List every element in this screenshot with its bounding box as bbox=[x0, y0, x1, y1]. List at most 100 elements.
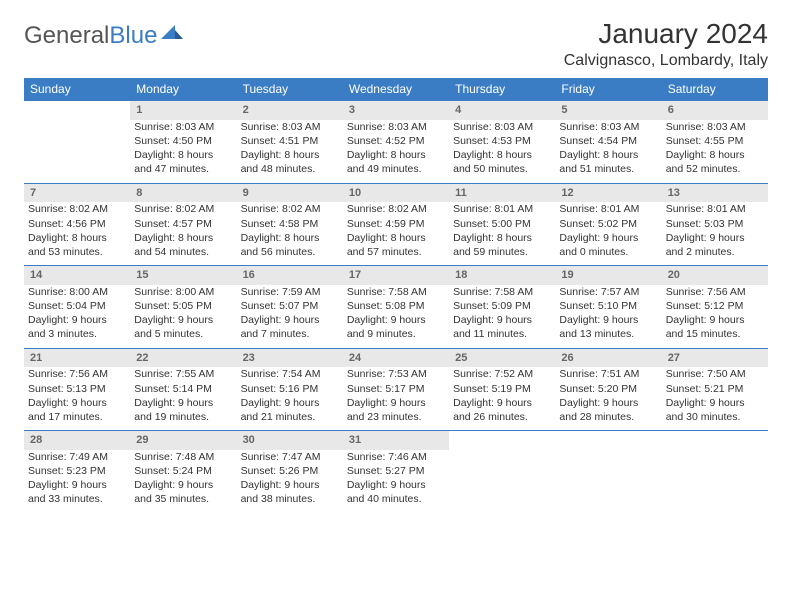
day-ss: Sunset: 5:10 PM bbox=[559, 299, 657, 313]
day-d1: Daylight: 9 hours bbox=[666, 313, 764, 327]
day-info-cell: Sunrise: 7:55 AMSunset: 5:14 PMDaylight:… bbox=[130, 367, 236, 430]
day-d1: Daylight: 9 hours bbox=[347, 396, 445, 410]
day-info-cell: Sunrise: 7:52 AMSunset: 5:19 PMDaylight:… bbox=[449, 367, 555, 430]
day-info-cell: Sunrise: 8:03 AMSunset: 4:50 PMDaylight:… bbox=[130, 120, 236, 183]
logo-part2: Blue bbox=[109, 22, 157, 49]
day-info-cell: Sunrise: 8:01 AMSunset: 5:00 PMDaylight:… bbox=[449, 202, 555, 265]
day-info-cell bbox=[662, 450, 768, 513]
day-info-cell: Sunrise: 8:01 AMSunset: 5:03 PMDaylight:… bbox=[662, 202, 768, 265]
location: Calvignasco, Lombardy, Italy bbox=[564, 52, 768, 70]
day-sr: Sunrise: 7:53 AM bbox=[347, 367, 445, 381]
day-d1: Daylight: 9 hours bbox=[666, 396, 764, 410]
calendar-table: SundayMondayTuesdayWednesdayThursdayFrid… bbox=[24, 78, 768, 513]
daynum-row: 78910111213 bbox=[24, 183, 768, 202]
day-info-cell: Sunrise: 7:48 AMSunset: 5:24 PMDaylight:… bbox=[130, 450, 236, 513]
day-d1: Daylight: 9 hours bbox=[453, 396, 551, 410]
day-sr: Sunrise: 7:46 AM bbox=[347, 450, 445, 464]
day-number-cell: 6 bbox=[662, 101, 768, 120]
day-d1: Daylight: 9 hours bbox=[453, 313, 551, 327]
day-info-cell: Sunrise: 7:50 AMSunset: 5:21 PMDaylight:… bbox=[662, 367, 768, 430]
day-d2: and 49 minutes. bbox=[347, 162, 445, 176]
day-ss: Sunset: 4:53 PM bbox=[453, 134, 551, 148]
day-number-cell: 11 bbox=[449, 183, 555, 202]
day-d1: Daylight: 8 hours bbox=[134, 148, 232, 162]
day-sr: Sunrise: 8:03 AM bbox=[241, 120, 339, 134]
day-sr: Sunrise: 7:50 AM bbox=[666, 367, 764, 381]
day-info-cell: Sunrise: 8:02 AMSunset: 4:57 PMDaylight:… bbox=[130, 202, 236, 265]
weekday-header: Wednesday bbox=[343, 78, 449, 101]
day-d2: and 19 minutes. bbox=[134, 410, 232, 424]
day-sr: Sunrise: 7:56 AM bbox=[28, 367, 126, 381]
day-sr: Sunrise: 7:54 AM bbox=[241, 367, 339, 381]
day-number-cell: 14 bbox=[24, 266, 130, 285]
day-info-cell: Sunrise: 7:49 AMSunset: 5:23 PMDaylight:… bbox=[24, 450, 130, 513]
day-ss: Sunset: 5:16 PM bbox=[241, 382, 339, 396]
day-d1: Daylight: 9 hours bbox=[666, 231, 764, 245]
day-info-cell: Sunrise: 7:56 AMSunset: 5:13 PMDaylight:… bbox=[24, 367, 130, 430]
day-sr: Sunrise: 8:02 AM bbox=[28, 202, 126, 216]
day-d1: Daylight: 8 hours bbox=[453, 148, 551, 162]
day-ss: Sunset: 5:19 PM bbox=[453, 382, 551, 396]
daynum-row: 14151617181920 bbox=[24, 266, 768, 285]
day-sr: Sunrise: 7:52 AM bbox=[453, 367, 551, 381]
day-info-cell: Sunrise: 7:46 AMSunset: 5:27 PMDaylight:… bbox=[343, 450, 449, 513]
day-d1: Daylight: 8 hours bbox=[241, 148, 339, 162]
day-ss: Sunset: 5:23 PM bbox=[28, 464, 126, 478]
day-number-cell: 17 bbox=[343, 266, 449, 285]
day-info-cell: Sunrise: 8:03 AMSunset: 4:52 PMDaylight:… bbox=[343, 120, 449, 183]
day-number-cell: 19 bbox=[555, 266, 661, 285]
day-d1: Daylight: 9 hours bbox=[134, 396, 232, 410]
day-d1: Daylight: 8 hours bbox=[134, 231, 232, 245]
day-number-cell: 22 bbox=[130, 348, 236, 367]
day-number-cell: 8 bbox=[130, 183, 236, 202]
day-sr: Sunrise: 8:03 AM bbox=[666, 120, 764, 134]
weekday-header: Saturday bbox=[662, 78, 768, 101]
day-d1: Daylight: 9 hours bbox=[241, 478, 339, 492]
day-info-cell: Sunrise: 8:03 AMSunset: 4:53 PMDaylight:… bbox=[449, 120, 555, 183]
day-d2: and 21 minutes. bbox=[241, 410, 339, 424]
day-d2: and 59 minutes. bbox=[453, 245, 551, 259]
day-d2: and 38 minutes. bbox=[241, 492, 339, 506]
day-info-cell: Sunrise: 8:00 AMSunset: 5:05 PMDaylight:… bbox=[130, 285, 236, 348]
day-ss: Sunset: 5:09 PM bbox=[453, 299, 551, 313]
day-number-cell: 10 bbox=[343, 183, 449, 202]
day-d1: Daylight: 8 hours bbox=[241, 231, 339, 245]
day-number-cell: 16 bbox=[237, 266, 343, 285]
day-sr: Sunrise: 7:47 AM bbox=[241, 450, 339, 464]
day-ss: Sunset: 4:54 PM bbox=[559, 134, 657, 148]
day-d1: Daylight: 8 hours bbox=[28, 231, 126, 245]
title-block: January 2024 Calvignasco, Lombardy, Ital… bbox=[564, 18, 768, 70]
day-ss: Sunset: 4:55 PM bbox=[666, 134, 764, 148]
day-ss: Sunset: 4:56 PM bbox=[28, 217, 126, 231]
day-d2: and 47 minutes. bbox=[134, 162, 232, 176]
day-sr: Sunrise: 7:48 AM bbox=[134, 450, 232, 464]
logo-text: GeneralBlue bbox=[24, 22, 157, 50]
day-ss: Sunset: 5:03 PM bbox=[666, 217, 764, 231]
day-sr: Sunrise: 8:01 AM bbox=[559, 202, 657, 216]
logo: GeneralBlue bbox=[24, 22, 183, 50]
triangle-icon bbox=[161, 25, 183, 48]
day-d1: Daylight: 8 hours bbox=[666, 148, 764, 162]
day-number-cell: 31 bbox=[343, 431, 449, 450]
day-ss: Sunset: 5:26 PM bbox=[241, 464, 339, 478]
day-d1: Daylight: 9 hours bbox=[134, 313, 232, 327]
day-info-cell: Sunrise: 7:58 AMSunset: 5:08 PMDaylight:… bbox=[343, 285, 449, 348]
day-d2: and 50 minutes. bbox=[453, 162, 551, 176]
weekday-header: Tuesday bbox=[237, 78, 343, 101]
day-sr: Sunrise: 8:03 AM bbox=[347, 120, 445, 134]
day-number-cell: 4 bbox=[449, 101, 555, 120]
day-sr: Sunrise: 7:59 AM bbox=[241, 285, 339, 299]
day-d2: and 48 minutes. bbox=[241, 162, 339, 176]
day-info-cell bbox=[24, 120, 130, 183]
weekday-header: Sunday bbox=[24, 78, 130, 101]
day-number-cell: 24 bbox=[343, 348, 449, 367]
day-sr: Sunrise: 8:00 AM bbox=[28, 285, 126, 299]
weekday-header-row: SundayMondayTuesdayWednesdayThursdayFrid… bbox=[24, 78, 768, 101]
day-d2: and 7 minutes. bbox=[241, 327, 339, 341]
day-info-cell: Sunrise: 7:47 AMSunset: 5:26 PMDaylight:… bbox=[237, 450, 343, 513]
day-info-cell: Sunrise: 8:03 AMSunset: 4:55 PMDaylight:… bbox=[662, 120, 768, 183]
day-d1: Daylight: 9 hours bbox=[241, 313, 339, 327]
day-sr: Sunrise: 8:01 AM bbox=[666, 202, 764, 216]
day-ss: Sunset: 5:21 PM bbox=[666, 382, 764, 396]
day-ss: Sunset: 5:07 PM bbox=[241, 299, 339, 313]
